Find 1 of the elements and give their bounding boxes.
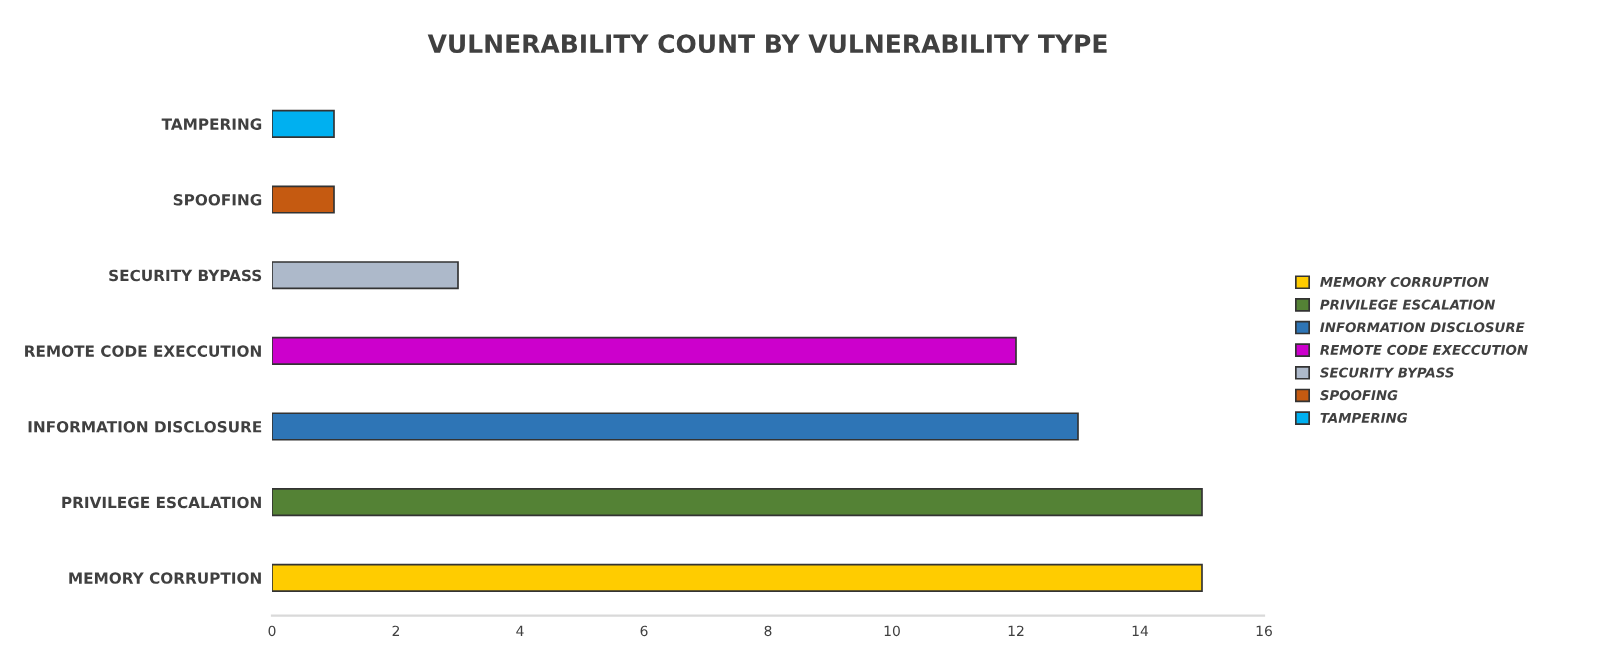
chart-title: VULNERABILITY COUNT BY VULNERABILITY TYPE: [427, 34, 1107, 54]
